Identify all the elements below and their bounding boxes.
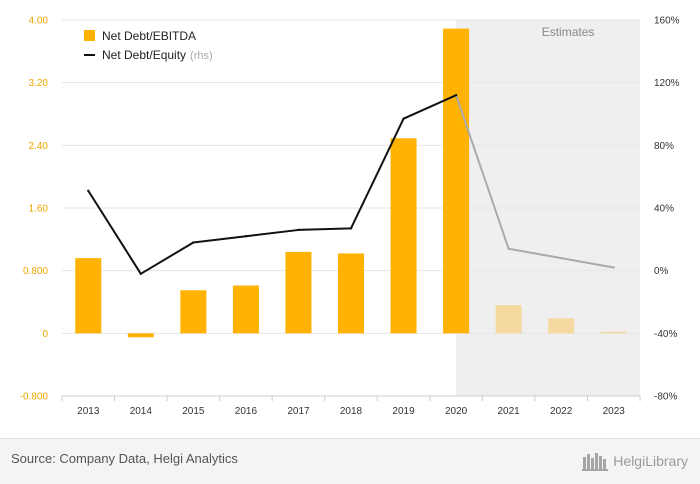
x-axis: 2013 2014 2015 2016 2017 2018 2019 2020 2021 2022…: [61, 396, 641, 417]
logo-text: HelgiLibrary: [613, 453, 688, 469]
left-tick-label-0: -0.800: [20, 392, 49, 403]
bar-2013: [75, 258, 102, 334]
right-tick-label-0: -80%: [654, 392, 677, 403]
line-point-2022: [559, 256, 563, 260]
bars: [75, 28, 627, 338]
line-point-2014: [139, 272, 143, 275]
right-tick-label-1: -40%: [654, 329, 677, 340]
line-net-debt-equity-estimates: [455, 94, 614, 269]
chart: Estimates -0.800 0 0.800 1.60 2.40 3.20 4.00 -…: [20, 16, 680, 418]
x-tick-label-2023: 2023: [603, 406, 626, 417]
line-point-2023: [612, 266, 615, 269]
estimates-label: Estimates: [542, 25, 595, 39]
line-point-2018: [349, 227, 353, 230]
legend-label-net-debt-ebitda: Net Debt/EBITDA: [102, 29, 196, 43]
right-tick-label-6: 160%: [654, 16, 680, 27]
helgi-library-logo: HelgiLibrary: [582, 449, 688, 473]
legend-rhs-suffix: (rhs): [190, 50, 213, 62]
x-tick-label-2016: 2016: [235, 406, 258, 417]
left-tick-label-1: 0: [42, 329, 48, 340]
line-point-2020: [454, 94, 458, 97]
bar-2022: [548, 318, 575, 334]
bar-2015: [180, 290, 207, 334]
lines: [87, 94, 615, 275]
bar-2018: [338, 253, 364, 334]
right-axis: -80% -40% 0% 40% 80% 120% 160%: [654, 16, 680, 403]
left-tick-label-4: 2.40: [29, 141, 49, 152]
line-point-2021: [507, 247, 510, 250]
footer: Source: Company Data, Helgi Analytics He…: [0, 438, 700, 484]
line-point-2015: [192, 241, 195, 244]
legend: Net Debt/EBITDA Net Debt/Equity (rhs): [84, 29, 213, 62]
bar-2014: [127, 333, 154, 338]
line-point-2013: [87, 189, 90, 192]
right-tick-label-4: 80%: [654, 141, 674, 152]
line-point-2019: [402, 117, 405, 120]
bar-2021: [495, 305, 522, 334]
x-tick-label-2014: 2014: [130, 406, 153, 417]
left-tick-label-6: 4.00: [29, 16, 49, 27]
x-tick-label-2013: 2013: [77, 406, 100, 417]
x-tick-label-2019: 2019: [392, 406, 415, 417]
library-books-icon: [582, 453, 609, 471]
x-tick-label-2021: 2021: [498, 406, 521, 417]
line-point-2017: [297, 228, 300, 232]
right-tick-label-3: 40%: [654, 204, 674, 215]
bar-2017: [285, 251, 312, 334]
left-tick-label-3: 1.60: [29, 204, 49, 215]
left-tick-label-2: 0.800: [23, 266, 48, 277]
line-point-2016: [244, 235, 248, 238]
line-net-debt-equity-actual: [87, 94, 457, 275]
x-tick-label-2022: 2022: [550, 406, 573, 417]
right-tick-label-2: 0%: [654, 266, 669, 277]
x-tick-label-2020: 2020: [445, 406, 468, 417]
x-tick-label-2017: 2017: [287, 406, 310, 417]
source-text: Source: Company Data, Helgi Analytics: [11, 451, 238, 466]
bar-2019: [390, 138, 417, 334]
legend-label-net-debt-equity: Net Debt/Equity (rhs): [102, 48, 213, 62]
right-tick-label-5: 120%: [654, 78, 680, 89]
x-tick-label-2015: 2015: [182, 406, 205, 417]
x-tick-label-2018: 2018: [340, 406, 363, 417]
bar-2020: [443, 28, 470, 334]
bar-2016: [232, 285, 259, 334]
legend-label-net-debt-equity-name: Net Debt/Equity: [102, 48, 186, 62]
bar-2023: [600, 331, 627, 334]
left-axis: -0.800 0 0.800 1.60 2.40 3.20 4.00: [20, 16, 49, 403]
left-tick-label-5: 3.20: [29, 78, 49, 89]
legend-bar-swatch: [84, 30, 95, 41]
